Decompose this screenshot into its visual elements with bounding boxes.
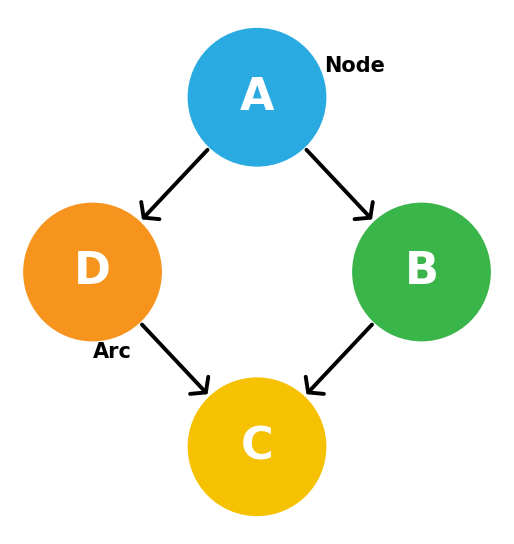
Text: D: D bbox=[74, 250, 111, 294]
Text: Arc: Arc bbox=[93, 342, 132, 362]
Circle shape bbox=[23, 202, 162, 342]
Text: B: B bbox=[405, 250, 438, 294]
Circle shape bbox=[352, 202, 491, 342]
Circle shape bbox=[188, 378, 326, 516]
Circle shape bbox=[188, 28, 326, 166]
Text: C: C bbox=[241, 425, 273, 468]
Text: Node: Node bbox=[324, 57, 384, 76]
Text: A: A bbox=[240, 76, 274, 119]
